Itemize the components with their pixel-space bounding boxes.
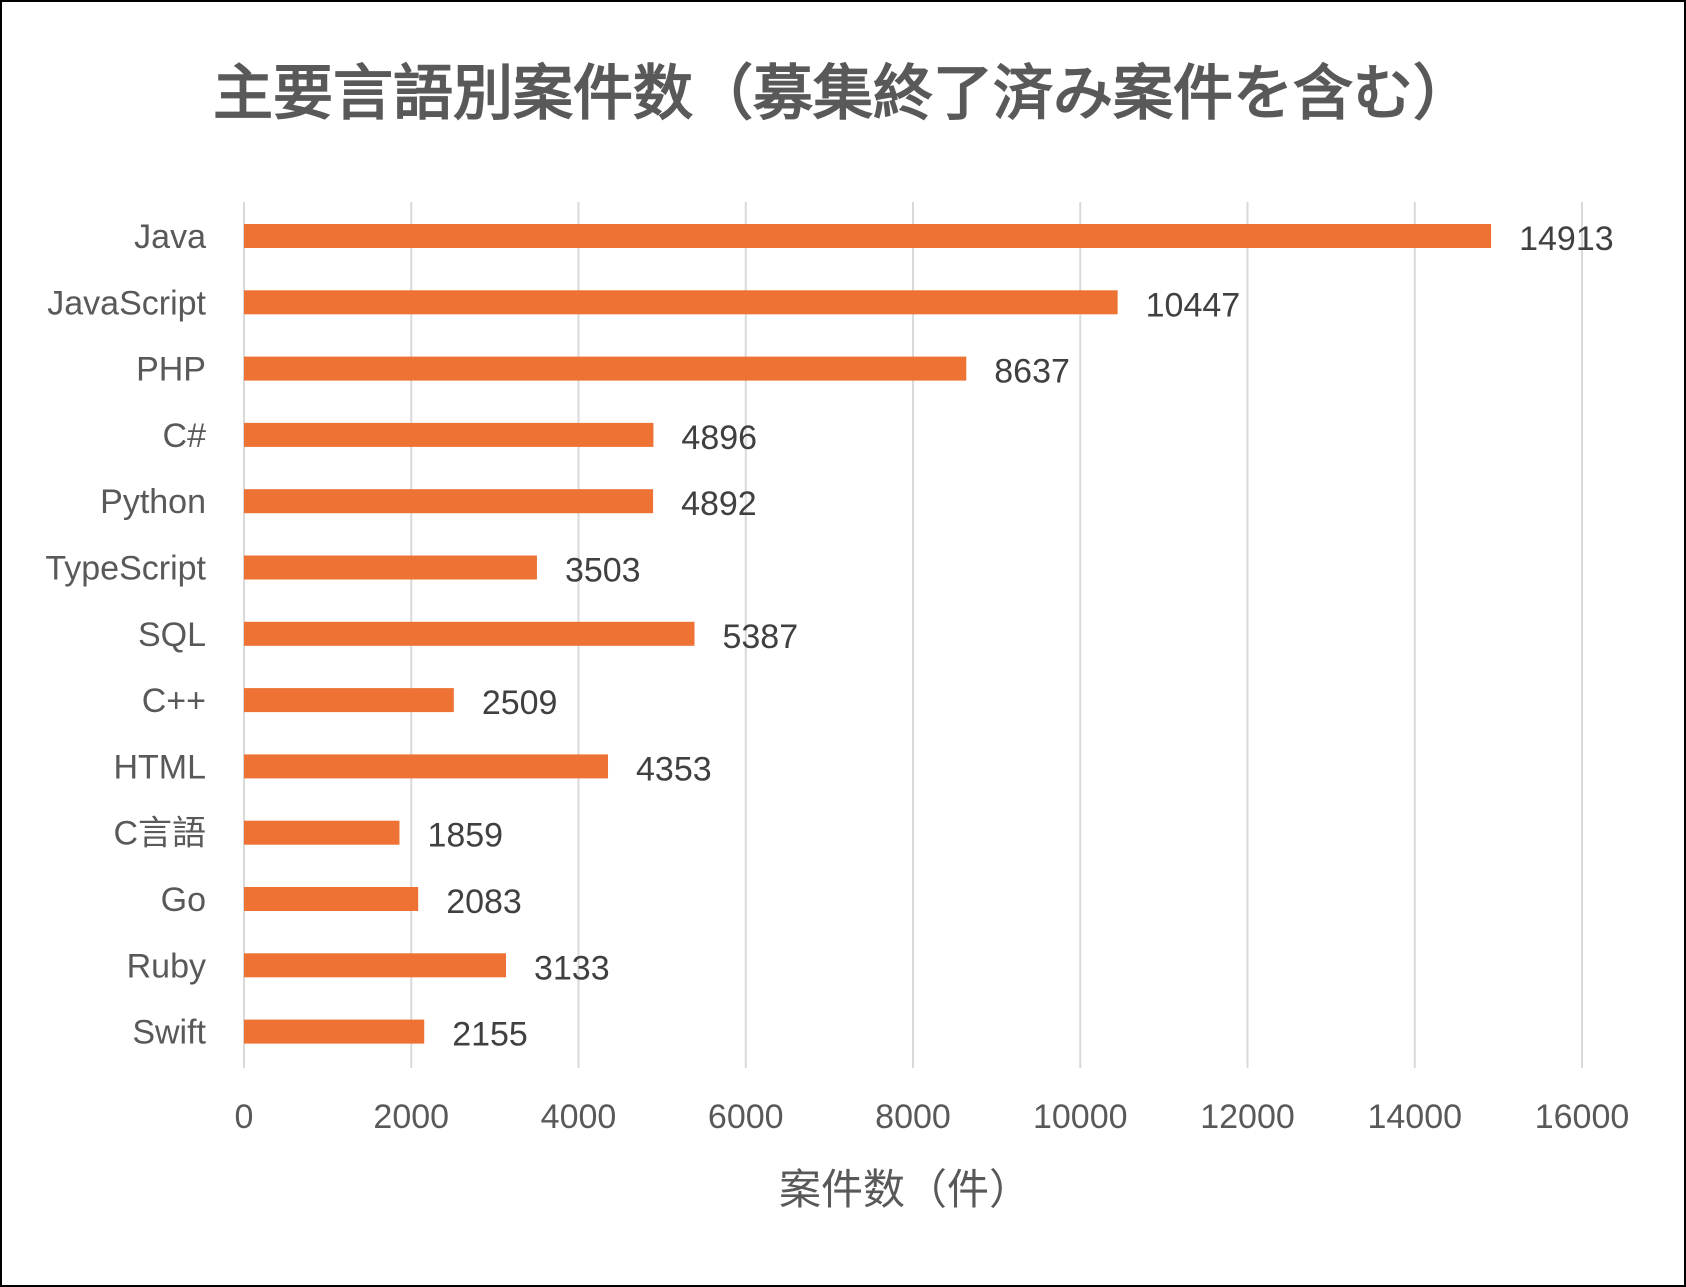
data-label: 5387 [722, 618, 798, 656]
data-label: 2509 [482, 684, 558, 722]
category-label: SQL [138, 616, 206, 654]
category-label: Swift [132, 1014, 206, 1052]
category-label: HTML [113, 748, 206, 786]
data-label: 4353 [636, 750, 712, 788]
bar [244, 953, 506, 978]
data-label: 14913 [1519, 220, 1614, 258]
bar [244, 688, 454, 713]
x-tick-label: 6000 [708, 1098, 784, 1136]
data-label: 2155 [452, 1016, 528, 1054]
bar [244, 820, 400, 845]
x-tick-label: 8000 [875, 1098, 951, 1136]
x-tick-label: 14000 [1367, 1098, 1462, 1136]
category-label: Go [161, 881, 206, 919]
data-label: 2083 [446, 883, 522, 921]
category-label: C言語 [113, 815, 206, 853]
x-tick-label: 2000 [373, 1098, 449, 1136]
bar [244, 555, 537, 580]
category-labels: Java JavaScript PHP C# Python TypeScript SQL C+… [45, 218, 206, 1052]
data-label: 1859 [427, 817, 503, 855]
data-label: 8637 [994, 353, 1070, 391]
x-tick-label: 4000 [541, 1098, 617, 1136]
gridlines [243, 202, 1583, 1068]
chart-title: 主要言語別案件数（募集終了済み案件を含む） [213, 59, 1473, 129]
x-tick-label: 0 [235, 1098, 254, 1136]
category-label: PHP [136, 351, 206, 389]
x-tick-label: 10000 [1033, 1098, 1128, 1136]
bar [244, 754, 609, 779]
bar [244, 489, 654, 514]
x-tick-label: 16000 [1535, 1098, 1630, 1136]
category-label: C# [163, 417, 207, 455]
data-label: 3503 [565, 552, 641, 590]
bar [244, 621, 695, 646]
bar [244, 224, 1492, 248]
bars [244, 224, 1492, 1044]
category-label: Ruby [127, 947, 206, 985]
data-label: 3133 [534, 949, 610, 987]
data-label: 4892 [681, 485, 757, 523]
data-label: 4896 [681, 419, 757, 457]
x-tick-labels: 0 2000 4000 6000 8000 10000 12000 14000 16000 [235, 1098, 1630, 1136]
x-tick-label: 12000 [1200, 1098, 1295, 1136]
bar [244, 356, 967, 381]
category-label: JavaScript [47, 284, 206, 322]
bar [244, 1019, 425, 1044]
data-label: 10447 [1146, 286, 1241, 324]
bar [244, 887, 419, 911]
category-label: Java [134, 218, 206, 256]
category-label: C++ [142, 682, 206, 720]
category-label: Python [100, 483, 206, 521]
category-label: TypeScript [45, 550, 206, 588]
bar [244, 422, 654, 447]
x-axis-label: 案件数（件） [779, 1165, 1031, 1214]
data-labels: 14913 10447 8637 4896 4892 3503 5387 2509 4353 18… [427, 220, 1613, 1054]
bar [244, 290, 1118, 315]
